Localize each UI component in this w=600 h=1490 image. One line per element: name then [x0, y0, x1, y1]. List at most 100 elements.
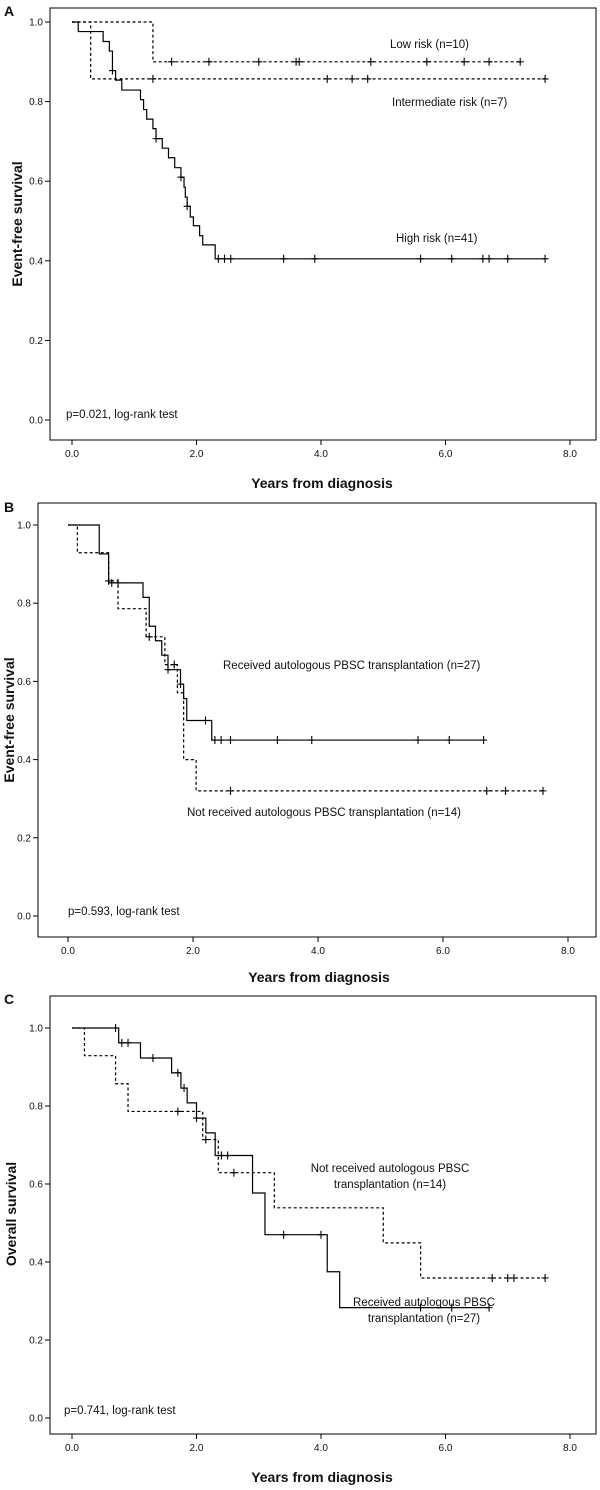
panel-c-pvalue: p=0.741, log-rank test — [64, 1405, 176, 1417]
panel-a-series-3-censor-mark — [108, 66, 116, 75]
panel-b-y-tick-label: 0.6 — [17, 677, 31, 688]
panel-b-series-1-censor-mark — [445, 736, 453, 745]
panel-c-label-received-line1: Received autologous PBSC — [353, 1297, 495, 1309]
panel-b-series-1-censor-mark — [414, 736, 422, 745]
panel-c-y-tick-label: 1.0 — [29, 1024, 43, 1035]
panel-c-series-2-curve — [72, 1027, 546, 1279]
panel-c-x-tick-label: 6.0 — [439, 1443, 453, 1454]
panel-b-label-received: Received autologous PBSC transplantation… — [223, 660, 480, 672]
panel-a-y-tick-label: 1.0 — [29, 18, 43, 29]
panel-b-pvalue: p=0.593, log-rank test — [68, 906, 180, 918]
panel-c-y-tick-label: 0.2 — [29, 1336, 43, 1347]
panel-c-series-2-censor-mark — [230, 1168, 238, 1177]
panel-a-series-2-censor-mark — [541, 74, 549, 83]
panel-a-series-1-censor-mark — [516, 57, 524, 66]
panel-a-x-tick-label: 4.0 — [314, 449, 328, 460]
panel-c-series-1-censor-mark — [317, 1230, 325, 1239]
panel-c-y-tick-label: 0.0 — [29, 1414, 43, 1425]
panel-c-x-axis-title: Years from diagnosis — [251, 1469, 393, 1485]
panel-b-series-1-censor-mark — [308, 736, 316, 745]
panel-a-series-3-curve — [72, 21, 546, 260]
panel-b-series-2-censor-mark — [483, 786, 491, 795]
panel-a-y-tick-label: 0.2 — [29, 336, 43, 347]
panel-a-series-3-censor-mark — [504, 254, 512, 263]
panel-a-series-1-censor-mark — [485, 57, 493, 66]
panel-a-series-3-censor-mark — [152, 134, 160, 143]
panel-a-series-3-censor-mark — [485, 254, 493, 263]
panel-b-label-not-received: Not received autologous PBSC transplanta… — [187, 807, 461, 819]
panel-c-x-tick-label: 8.0 — [563, 1443, 577, 1454]
panel-b-series-1-censor-mark — [177, 680, 184, 689]
panel-c-series-1-censor-mark — [112, 1024, 120, 1032]
panel-a-series-3-censor-mark — [183, 202, 191, 211]
panel-a-series-3-censor-mark — [541, 254, 549, 263]
panel-b-series-2-censor-mark — [539, 786, 547, 795]
panel-c-series-2-censor-mark — [488, 1273, 496, 1282]
panel-a-series-3-censor-mark — [221, 254, 229, 263]
panel-b-series-1-curve — [68, 524, 484, 741]
panel-b-series-2-curve — [68, 524, 543, 792]
panel-a: A Event-free survival Years from diagnos… — [4, 3, 597, 491]
panel-b-series-1-censor-mark — [202, 716, 209, 725]
panel-b-series-2-censor-mark — [227, 786, 234, 795]
panel-a-series-2-censor-mark — [364, 74, 372, 83]
panel-c-series-1-censor-mark — [124, 1038, 132, 1047]
panel-c-series-2-censor-mark — [504, 1273, 512, 1282]
panel-a-series-2-censor-mark — [348, 74, 356, 83]
panel-b-y-axis-title: Event-free survival — [1, 657, 17, 782]
panel-a-series-3-censor-mark — [227, 254, 235, 263]
panel-a-series-2-censor-mark — [149, 74, 157, 83]
panel-c-x-tick-label: 4.0 — [314, 1443, 328, 1454]
panel-b-x-axis-title: Years from diagnosis — [248, 969, 390, 985]
panel-a-frame — [49, 7, 597, 441]
panel-b-x-tick-label: 6.0 — [436, 946, 450, 957]
panel-c-y-axis-title: Overall survival — [3, 1162, 19, 1266]
panel-c-series-2-censor-mark — [541, 1273, 549, 1282]
panel-b-x-tick-label: 2.0 — [186, 946, 200, 957]
panel-b-series-1-censor-mark — [108, 578, 116, 587]
panel-b-series-2-censor-mark — [145, 632, 153, 641]
panel-c-series-1-censor-mark — [217, 1151, 225, 1160]
panel-b-y-tick-label: 1.0 — [17, 521, 31, 532]
panel-b-frame — [37, 502, 597, 938]
panel-c-series-1-censor-mark — [180, 1084, 188, 1093]
panel-a-series-3-censor-mark — [280, 254, 288, 263]
panel-a-series-1-censor-mark — [295, 57, 303, 66]
panel-a-series-3-censor-mark — [214, 254, 222, 263]
panel-a-series-2-censor-mark — [323, 74, 331, 83]
panel-a-series-3-censor-mark — [417, 254, 425, 263]
panel-b-y-tick-label: 0.4 — [17, 755, 31, 766]
panel-b-x-tick-label: 8.0 — [561, 946, 575, 957]
panel-a-y-tick-label: 0.0 — [29, 416, 43, 427]
panel-c-series-1-censor-mark — [149, 1054, 157, 1063]
panel-a-series-1-curve — [72, 21, 521, 63]
panel-a-series-3-censor-mark — [448, 254, 456, 263]
panel-c-series-1-curve — [72, 1027, 490, 1309]
panel-c-series-1-censor-mark — [174, 1068, 182, 1077]
panel-b-y-tick-label: 0.2 — [17, 833, 31, 844]
panel-c-series-1-censor-mark — [485, 1303, 493, 1312]
panel-c-series-2-censor-mark — [202, 1135, 210, 1144]
panel-c-label-received-line2: transplantation (n=27) — [368, 1313, 480, 1325]
panel-letter-b: B — [4, 499, 14, 515]
panel-a-series-3-censor-mark — [177, 173, 185, 182]
panel-a-series-1-censor-mark — [423, 57, 431, 66]
panel-b-y-tick-label: 0.0 — [17, 912, 31, 923]
panel-a-label-high-risk: High risk (n=41) — [396, 233, 478, 245]
panel-a-y-tick-label: 0.8 — [29, 97, 43, 108]
panel-a-series-1-censor-mark — [367, 57, 375, 66]
panel-b-series-1-censor-mark — [480, 736, 488, 745]
panel-letter-a: A — [4, 3, 14, 19]
panel-c: C Overall survival Years from diagnosis … — [3, 991, 597, 1485]
panel-b-series-1-censor-mark — [227, 736, 234, 745]
panel-c-x-tick-label: 2.0 — [190, 1443, 204, 1454]
panel-a-x-tick-label: 2.0 — [190, 449, 204, 460]
panel-b-y-tick-label: 0.8 — [17, 599, 31, 610]
panel-b: B Event-free survival Years from diagnos… — [1, 499, 597, 985]
panel-c-series-1-censor-mark — [448, 1303, 456, 1312]
panel-a-series-3-censor-mark — [311, 254, 319, 263]
panel-c-y-tick-label: 0.4 — [29, 1258, 43, 1269]
panel-a-x-tick-label: 8.0 — [563, 449, 577, 460]
panel-c-y-tick-label: 0.8 — [29, 1102, 43, 1113]
panel-b-series-1-censor-mark — [273, 736, 281, 745]
